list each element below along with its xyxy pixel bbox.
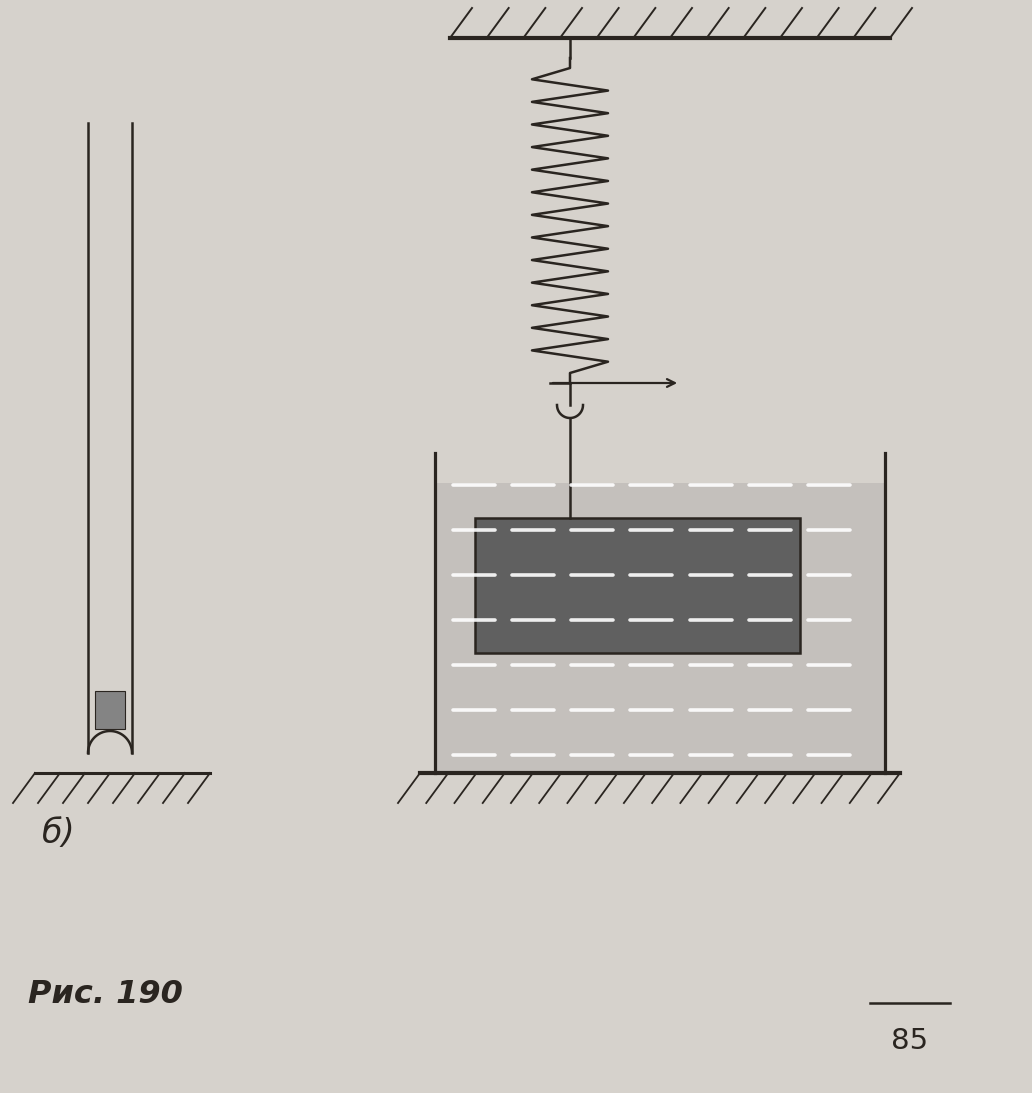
Bar bbox=[475, 518, 800, 653]
Text: б): б) bbox=[42, 816, 75, 850]
Bar bbox=[95, 691, 125, 729]
Text: 85: 85 bbox=[892, 1027, 929, 1055]
Bar bbox=[436, 483, 885, 773]
Text: Рис. 190: Рис. 190 bbox=[28, 979, 183, 1010]
